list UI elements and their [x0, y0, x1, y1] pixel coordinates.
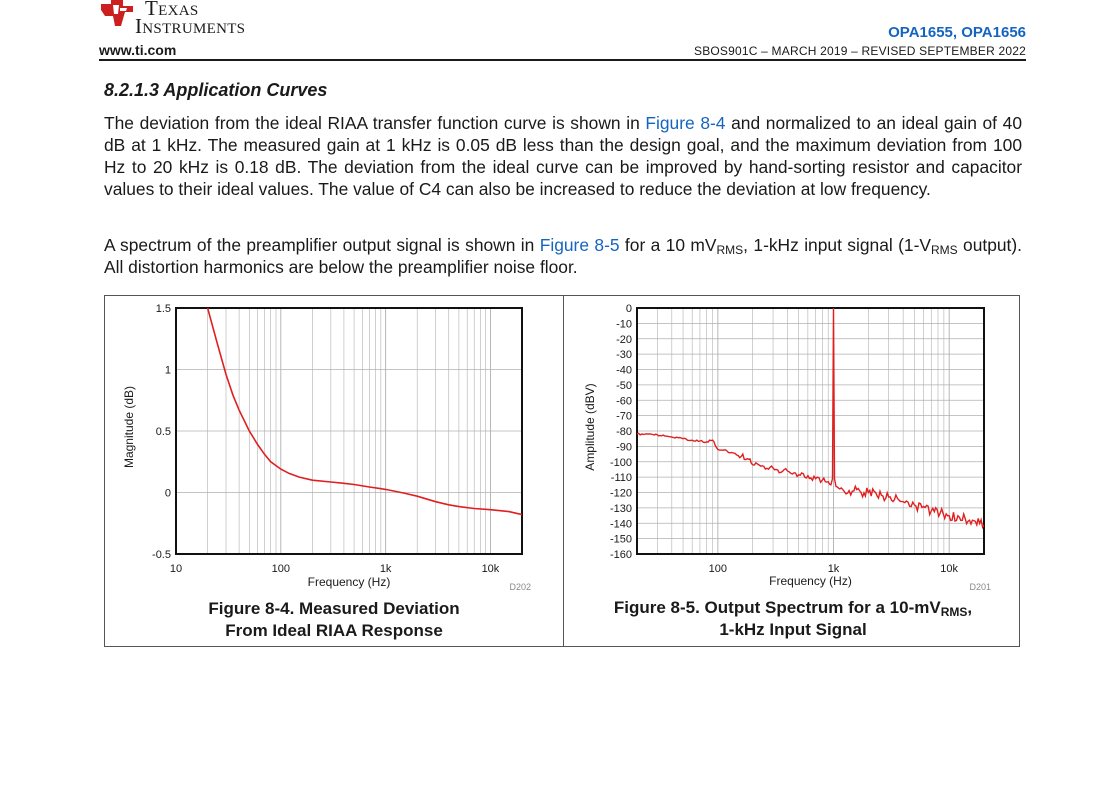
header-divider [99, 59, 1026, 61]
figure-8-4-caption-line1: Figure 8-4. Measured Deviation [208, 599, 460, 618]
y-tick-label: -80 [616, 426, 632, 438]
x-tick-label: 1k [828, 563, 840, 575]
y-tick-label: 1 [165, 365, 171, 377]
chart-fig8-4: 1.5 1 0.5 0 -0.5 10 100 1k 10k Frequency (Hz) Magn… [122, 303, 531, 592]
figure-8-5-caption-text: Figure 8-5. Output Spectrum for a 10-mV [613, 598, 941, 617]
series-line [206, 307, 522, 516]
y-tick-label: -0.5 [152, 549, 171, 561]
y-axis-label: Amplitude (dBV) [583, 383, 597, 470]
y-tick-label: -30 [616, 349, 632, 361]
brand-name-line1: Texas [145, 0, 199, 20]
y-tick-label: -10 [616, 318, 632, 330]
y-tick-label: -120 [610, 488, 632, 500]
paragraph1-text-end: and normalized to an ideal gain of 40 dB… [104, 113, 1023, 199]
y-tick-label: 0.5 [156, 426, 171, 438]
x-axis-label: Frequency (Hz) [308, 575, 391, 589]
y-tick-label: -70 [616, 411, 632, 423]
y-tick-label: 0 [165, 488, 171, 500]
paragraph2-text-start: A spectrum of the preamplifier output si… [104, 235, 540, 255]
plot-frame [175, 307, 523, 555]
x-tick-label: 100 [272, 563, 290, 575]
paragraph2-subscript-rms-output: RMS [930, 243, 958, 257]
section-heading: 8.2.1.3 Application Curves [104, 80, 328, 100]
figure-id-note: D201 [969, 582, 991, 592]
brand-name-line2: Instruments [135, 14, 246, 38]
figure-8-4-caption: Figure 8-4. Measured Deviation From Idea… [108, 598, 560, 642]
y-tick-label: -50 [616, 380, 632, 392]
plot-frame [636, 307, 985, 555]
paragraph-output-spectrum: A spectrum of the preamplifier output si… [104, 234, 1022, 278]
figure-8-5-caption-subscript: RMS [940, 605, 968, 619]
paragraph1-text-start: The deviation from the ideal RIAA transf… [104, 113, 646, 133]
figure-8-5-caption: Figure 8-5. Output Spectrum for a 10-mVR… [567, 597, 1019, 641]
y-tick-label: -130 [610, 503, 632, 515]
site-url-link[interactable]: www.ti.com [99, 42, 177, 58]
y-tick-label: 0 [626, 303, 632, 315]
y-tick-label: -60 [616, 395, 632, 407]
x-tick-label: 100 [709, 563, 727, 575]
x-tick-label: 1k [380, 563, 392, 575]
document-revision: SBOS901C – MARCH 2019 – REVISED SEPTEMBE… [693, 44, 1026, 58]
y-tick-label: -20 [616, 334, 632, 346]
x-tick-label: 10k [482, 563, 500, 575]
ti-logo-mark-icon [101, 0, 133, 26]
y-tick-label: -90 [616, 441, 632, 453]
figure-divider [563, 295, 564, 647]
document-title-link[interactable]: OPA1655, OPA1656 [888, 24, 1026, 41]
series-line [637, 307, 984, 530]
ti-logo: Texas Instruments [99, 0, 279, 44]
paragraph2-text-end: output). All distortion harmonics are be… [104, 235, 1023, 277]
y-axis-label: Magnitude (dB) [122, 386, 136, 468]
paragraph2-text-mid2: , 1-kHz input signal (1-V [743, 235, 931, 255]
y-tick-label: -40 [616, 365, 632, 377]
y-tick-label: -160 [610, 549, 632, 561]
figure-frame [104, 295, 1020, 647]
y-tick-label: -150 [610, 534, 632, 546]
figure-8-4-link[interactable]: Figure 8-4 [645, 113, 726, 133]
x-tick-label: 10k [940, 563, 958, 575]
x-tick-label: 10 [170, 563, 182, 575]
y-tick-label: -100 [610, 457, 632, 469]
figure-8-5-link[interactable]: Figure 8-5 [539, 235, 620, 255]
x-axis-label: Frequency (Hz) [769, 574, 852, 588]
paragraph2-subscript-rms: RMS [716, 243, 744, 257]
figure-id-note: D202 [509, 582, 531, 592]
y-tick-label: -140 [610, 518, 632, 530]
paragraph-riaa-deviation: The deviation from the ideal RIAA transf… [104, 112, 1022, 200]
paragraph2-text-mid1: for a 10 mV [619, 235, 717, 255]
y-tick-label: 1.5 [156, 303, 171, 315]
figure-8-5-caption-comma: , [967, 598, 973, 617]
figure-8-5-caption-line2: 1-kHz Input Signal [719, 620, 867, 639]
y-tick-label: -110 [611, 472, 632, 484]
figure-8-4-caption-line2: From Ideal RIAA Response [225, 621, 443, 640]
chart-fig8-5: 0 -10 -20 -30 -40 -50 -60 -70 -80 -90 -100 -110 -120… [583, 303, 991, 592]
